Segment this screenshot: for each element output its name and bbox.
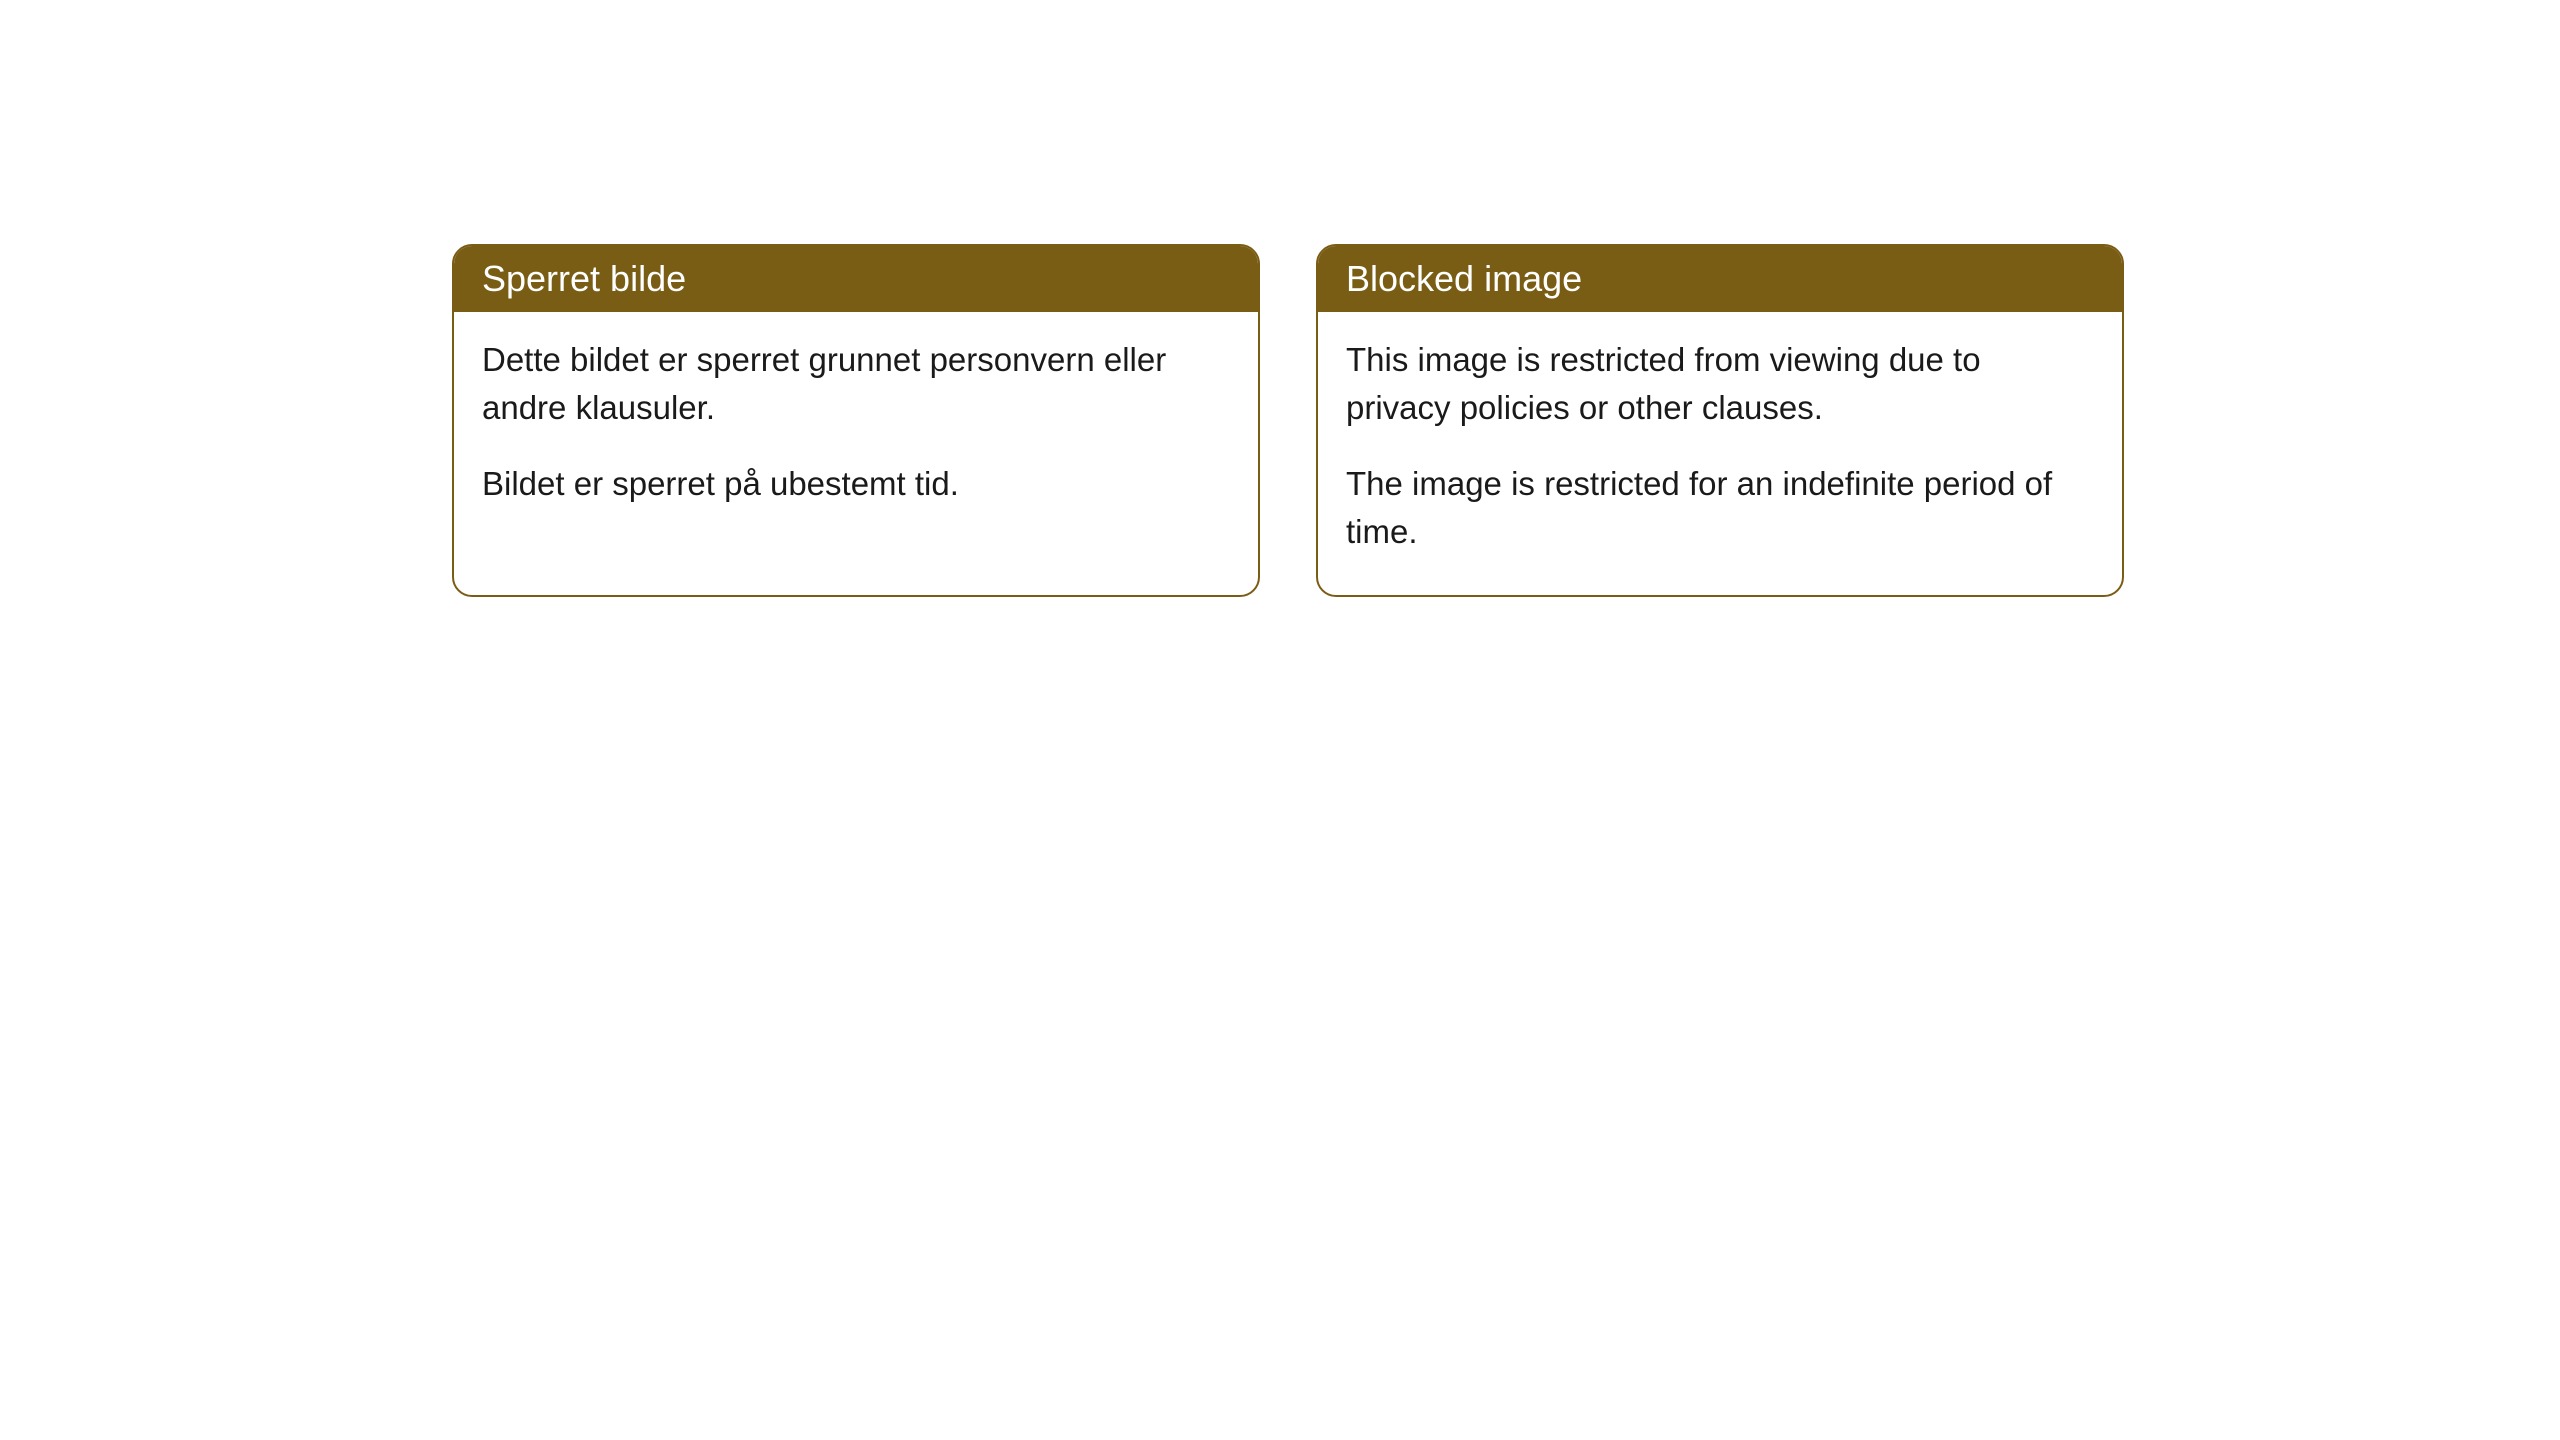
blocked-image-card-english: Blocked image This image is restricted f…: [1316, 244, 2124, 597]
blocked-image-card-norwegian: Sperret bilde Dette bildet er sperret gr…: [452, 244, 1260, 597]
card-paragraph-1-english: This image is restricted from viewing du…: [1346, 336, 2094, 432]
card-body-norwegian: Dette bildet er sperret grunnet personve…: [454, 312, 1258, 548]
card-title-norwegian: Sperret bilde: [482, 258, 686, 299]
notice-cards-container: Sperret bilde Dette bildet er sperret gr…: [452, 244, 2560, 597]
card-body-english: This image is restricted from viewing du…: [1318, 312, 2122, 595]
card-paragraph-2-english: The image is restricted for an indefinit…: [1346, 460, 2094, 556]
card-header-english: Blocked image: [1318, 246, 2122, 312]
card-title-english: Blocked image: [1346, 258, 1582, 299]
card-paragraph-2-norwegian: Bildet er sperret på ubestemt tid.: [482, 460, 1230, 508]
card-header-norwegian: Sperret bilde: [454, 246, 1258, 312]
card-paragraph-1-norwegian: Dette bildet er sperret grunnet personve…: [482, 336, 1230, 432]
